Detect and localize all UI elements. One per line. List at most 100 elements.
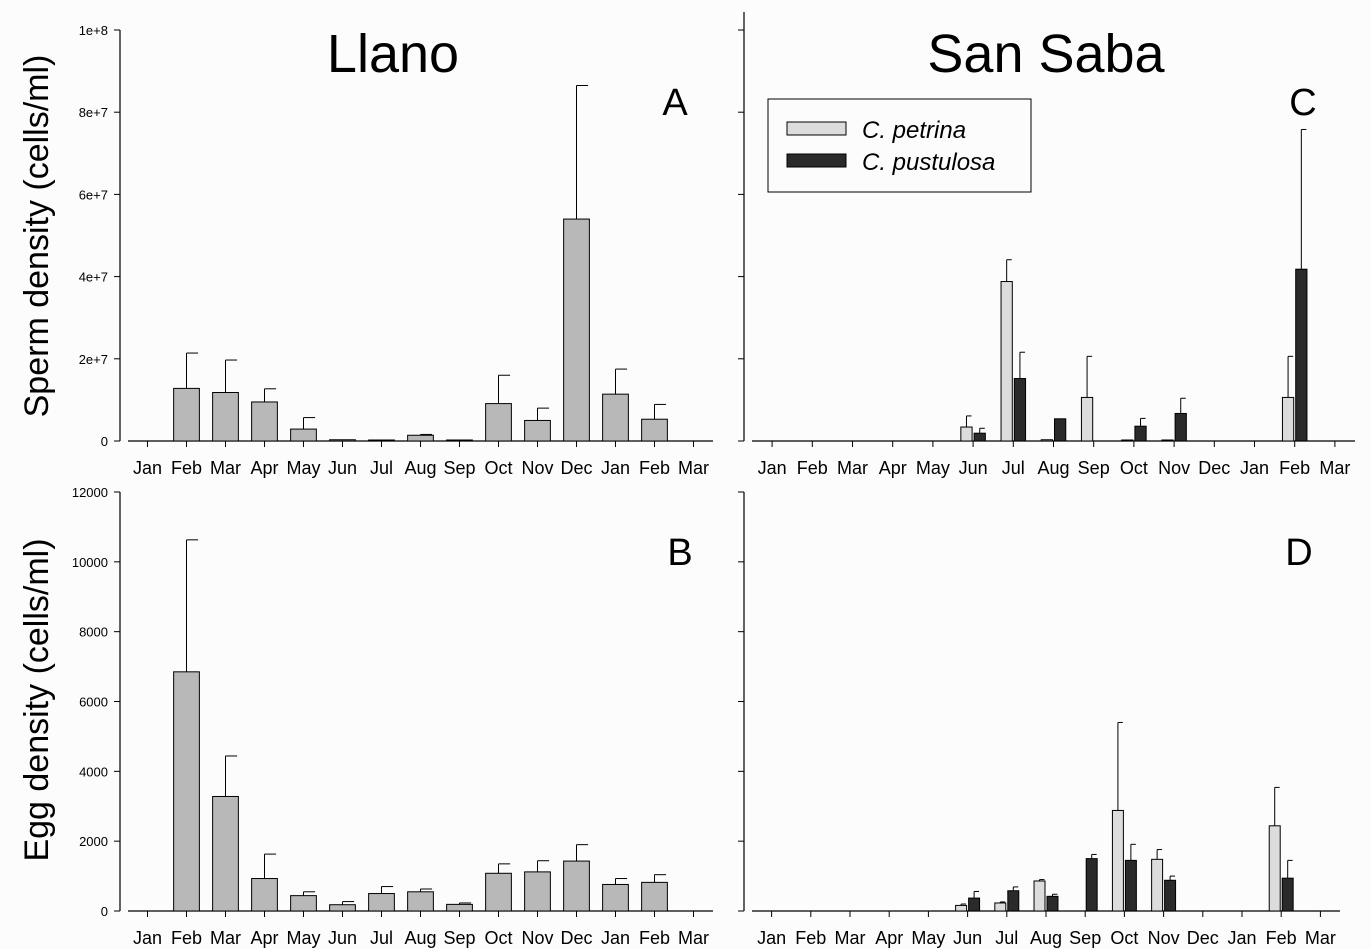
bar: [446, 903, 473, 912]
legend-label-petrina: C. petrina: [862, 117, 966, 144]
x-tick-label: Oct: [1110, 928, 1138, 948]
x-tick-label: Feb: [639, 928, 670, 948]
x-tick-label: Feb: [795, 928, 826, 948]
y-tick-label: 8000: [79, 625, 108, 640]
x-tick-label: Dec: [560, 458, 592, 478]
y-tick-label: 6000: [79, 695, 108, 710]
bar: [1111, 809, 1124, 912]
bar: [1121, 439, 1134, 442]
bar: [329, 439, 356, 442]
x-tick-label: Jun: [953, 928, 982, 948]
y-ticks: [738, 29, 744, 442]
x-ticks: Jan Feb Mar Apr May Jun Jul Aug Sep Oct Nov Dec Jan F…: [757, 911, 1336, 948]
x-tick-label: Sep: [1078, 458, 1110, 478]
bar: [290, 428, 317, 442]
x-tick-label: Oct: [1120, 458, 1148, 478]
x-tick-label: Feb: [797, 458, 828, 478]
x-tick-label: Jan: [601, 458, 630, 478]
series-c-petrina: [960, 259, 1295, 442]
site-title-san-saba: San Saba: [927, 24, 1165, 84]
y-axis-title-sperm: Sperm density (cells/ml): [18, 55, 56, 418]
bar: [1040, 439, 1054, 442]
bar: [485, 403, 512, 442]
bar: [1134, 425, 1147, 442]
x-ticks: Jan Feb Mar Apr May Jun Jul Aug Sep Oct Nov Dec Jan F…: [758, 441, 1350, 478]
bar: [524, 871, 551, 912]
x-tick-label: May: [916, 458, 950, 478]
panel-c: Jan Feb Mar Apr May Jun Jul Aug Sep Oct Nov Dec Jan F…: [738, 12, 1355, 478]
bar: [994, 902, 1007, 912]
panel-d: Jan Feb Mar Apr May Jun Jul Aug Sep Oct Nov Dec Jan F…: [738, 491, 1340, 948]
bar: [563, 860, 590, 912]
x-tick-label: Jul: [995, 928, 1018, 948]
series-bars: [173, 84, 668, 442]
x-tick-label: Jan: [757, 928, 786, 948]
bar: [1124, 859, 1137, 912]
x-tick-label: May: [286, 458, 320, 478]
panel-letter-b: B: [667, 532, 692, 574]
x-tick-label: Dec: [1187, 928, 1219, 948]
bar: [973, 432, 986, 442]
x-tick-label: Feb: [1279, 458, 1310, 478]
bar: [1046, 895, 1059, 912]
x-tick-label: Jan: [133, 928, 162, 948]
x-tick-label: Dec: [1198, 458, 1230, 478]
bar: [407, 891, 434, 912]
panels: 02e+74e+76e+78e+71e+8 Jan Feb Mar Apr May Jun J…: [72, 12, 1355, 948]
x-tick-label: Jan: [758, 458, 787, 478]
bar: [641, 418, 668, 442]
bar: [1007, 890, 1020, 912]
bar: [1281, 396, 1295, 442]
x-tick-label: Nov: [1148, 928, 1180, 948]
bar: [1151, 858, 1164, 912]
x-tick-label: Mar: [210, 928, 241, 948]
x-tick-label: Jan: [601, 928, 630, 948]
bar: [368, 893, 395, 912]
y-ticks: 0 2e+7 4e+7 6e+7 8e+7 1e+8: [79, 23, 120, 449]
y-ticks: 0 2000 4000 6000 8000 10000 12000: [72, 485, 120, 919]
x-tick-label: Jun: [328, 458, 357, 478]
series-c-pustulosa: [973, 128, 1308, 442]
x-tick-label: Jan: [133, 458, 162, 478]
x-tick-label: Apr: [250, 458, 278, 478]
x-tick-label: Mar: [1319, 458, 1350, 478]
y-tick-label: 0: [101, 904, 108, 919]
bar: [524, 419, 551, 442]
bar: [407, 434, 434, 442]
x-tick-label: Mar: [678, 458, 709, 478]
x-tick-label: Mar: [835, 928, 866, 948]
y-tick-label: 1e+8: [79, 23, 108, 38]
bar: [1013, 378, 1027, 442]
bar: [212, 392, 239, 442]
bar: [1080, 396, 1094, 442]
x-tick-label: Feb: [639, 458, 670, 478]
x-tick-label: Jun: [328, 928, 357, 948]
legend: C. petrina C. pustulosa: [767, 98, 1032, 193]
y-tick-label: 2000: [79, 834, 108, 849]
x-tick-label: Sep: [443, 928, 475, 948]
panel-b: 0 2000 4000 6000 8000 10000 12000 Jan Feb Mar Apr M…: [72, 485, 713, 948]
legend-frame: [767, 98, 1032, 193]
site-title-llano: Llano: [327, 24, 459, 84]
x-tick-label: Jul: [370, 458, 393, 478]
bar: [960, 426, 973, 442]
x-tick-label: Jan: [1240, 458, 1269, 478]
bar: [1161, 439, 1174, 442]
x-tick-label: Oct: [484, 928, 512, 948]
bar: [641, 881, 668, 912]
y-tick-label: 6e+7: [79, 187, 108, 202]
bar: [1268, 825, 1281, 912]
bar: [1164, 879, 1177, 912]
x-tick-label: Feb: [171, 928, 202, 948]
x-tick-label: Aug: [1037, 458, 1069, 478]
x-tick-label: Nov: [1158, 458, 1190, 478]
x-tick-label: Apr: [875, 928, 903, 948]
x-ticks: Jan Feb Mar Apr May Jun Jul Aug Sep Oct Nov Dec Jan F…: [133, 911, 709, 948]
series-bars: [173, 539, 668, 912]
bar: [173, 671, 200, 912]
bar: [602, 393, 629, 442]
bar: [602, 883, 629, 912]
legend-swatch-pustulosa: [786, 153, 847, 168]
x-tick-label: May: [286, 928, 320, 948]
legend-swatch-petrina: [786, 121, 847, 136]
